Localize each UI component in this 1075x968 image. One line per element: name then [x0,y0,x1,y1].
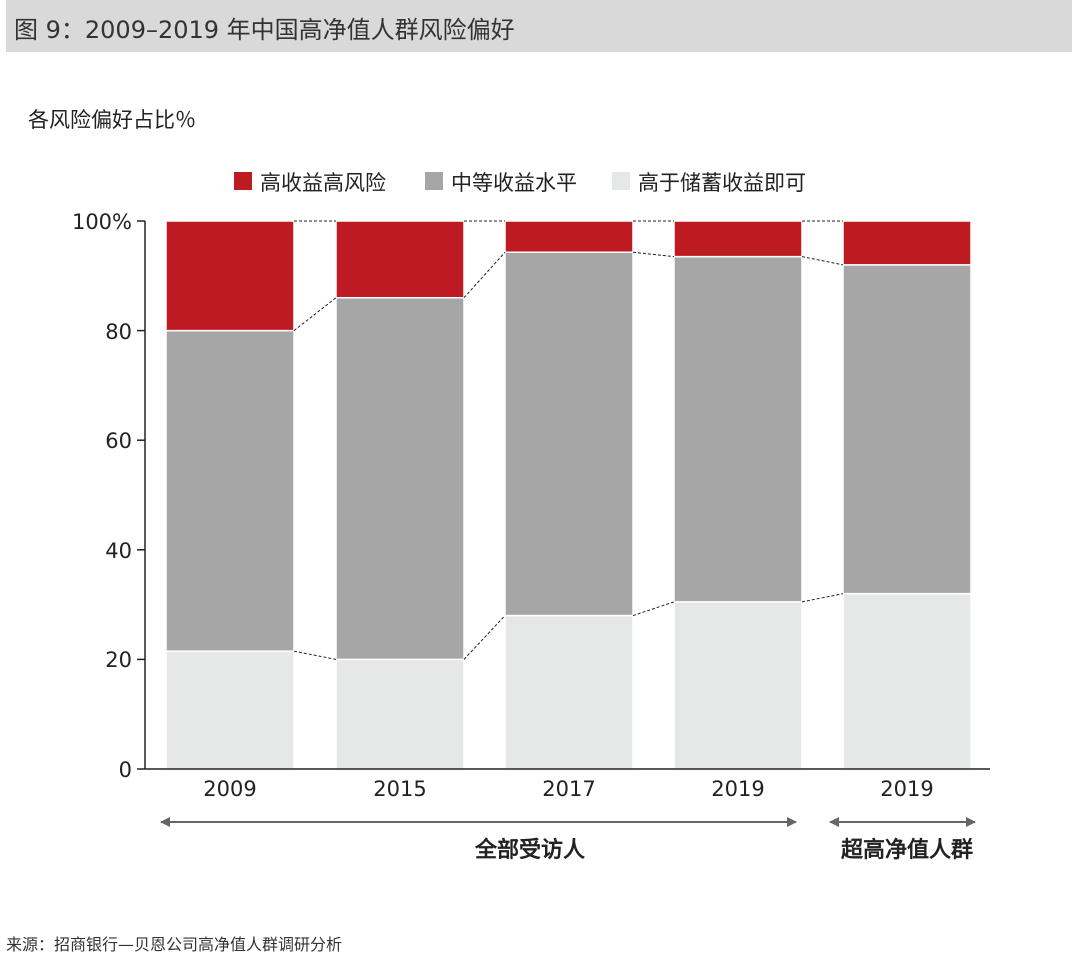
legend-item-low-risk: 高于储蓄收益即可 [612,171,806,195]
y-axis: 0 20 40 60 80 100% [72,210,146,782]
y-tick-label-40: 40 [105,539,132,563]
x-tick-label-2017: 2017 [542,777,595,801]
bar-2017-low-risk [504,614,634,770]
connector-2015-to-2017-0 [463,615,506,660]
connectors-layer [293,220,844,660]
legend-item-medium: 中等收益水平 [425,171,577,195]
bar-2017-medium [504,251,634,617]
legend-label-high-risk: 高收益高风险 [260,171,386,195]
bar-2019-all-medium [673,255,803,603]
bar-2019-uhnw-medium [842,264,972,595]
source-note: 来源：招商银行—贝恩公司高净值人群调研分析 [6,935,343,954]
figure-title: 图 9：2009–2019 年中国高净值人群风险偏好 [14,16,515,44]
y-tick-label-80: 80 [105,320,132,344]
x-tick-label-2009: 2009 [203,777,256,801]
bar-2009-medium [165,329,295,652]
legend-label-low-risk: 高于储蓄收益即可 [638,171,806,195]
title-bar: 图 9：2009–2019 年中国高净值人群风险偏好 [6,0,1072,52]
legend-label-medium: 中等收益水平 [451,171,577,195]
x-tick-label-2015: 2015 [373,777,426,801]
connector-2019-all-to-2019-uhnw-1 [801,256,844,266]
bar-2017-high-risk [504,220,634,253]
connector-2009-to-2015-0 [293,650,337,660]
legend-swatch-medium [425,172,443,190]
x-axis-labels: 2009 2015 2017 2019 2019 [203,777,933,801]
connector-2015-to-2017-1 [463,251,506,299]
bar-2019-all-high-risk [673,220,803,258]
bar-2019-uhnw-high-risk [842,220,972,266]
legend: 高收益高风险 中等收益水平 高于储蓄收益即可 [234,171,806,195]
bar-2019-uhnw-low-risk [842,592,972,770]
bar-2015-medium [335,296,465,661]
legend-swatch-low-risk [612,172,630,190]
y-tick-label-0: 0 [119,758,132,782]
bar-2015-low-risk [335,658,465,770]
connector-2017-to-2019-all-0 [632,601,675,617]
y-tick-label-60: 60 [105,429,132,453]
bar-2019-all-low-risk [673,601,803,770]
bar-2009-high-risk [165,220,295,332]
connector-2019-all-to-2019-uhnw-0 [801,593,844,603]
legend-swatch-high-risk [234,172,252,190]
group-label-ultra-high-net-worth: 超高净值人群 [841,837,973,863]
connector-2009-to-2015-1 [293,297,337,331]
legend-item-high-risk: 高收益高风险 [234,171,386,195]
connector-2017-to-2019-all-1 [632,251,675,258]
group-all-respondents: 全部受访人 [160,817,797,863]
bars-layer [165,220,972,770]
bar-2009-low-risk [165,650,295,770]
group-ultra-high-net-worth: 超高净值人群 [829,817,976,863]
y-axis-unit-label: 各风险偏好占比％ [28,108,196,132]
x-tick-label-2019-uhnw: 2019 [880,777,933,801]
group-label-all-respondents: 全部受访人 [474,837,585,863]
y-tick-label-20: 20 [105,648,132,672]
bar-2015-high-risk [335,220,465,299]
x-tick-label-2019-all: 2019 [711,777,764,801]
y-tick-label-100: 100% [72,210,132,234]
